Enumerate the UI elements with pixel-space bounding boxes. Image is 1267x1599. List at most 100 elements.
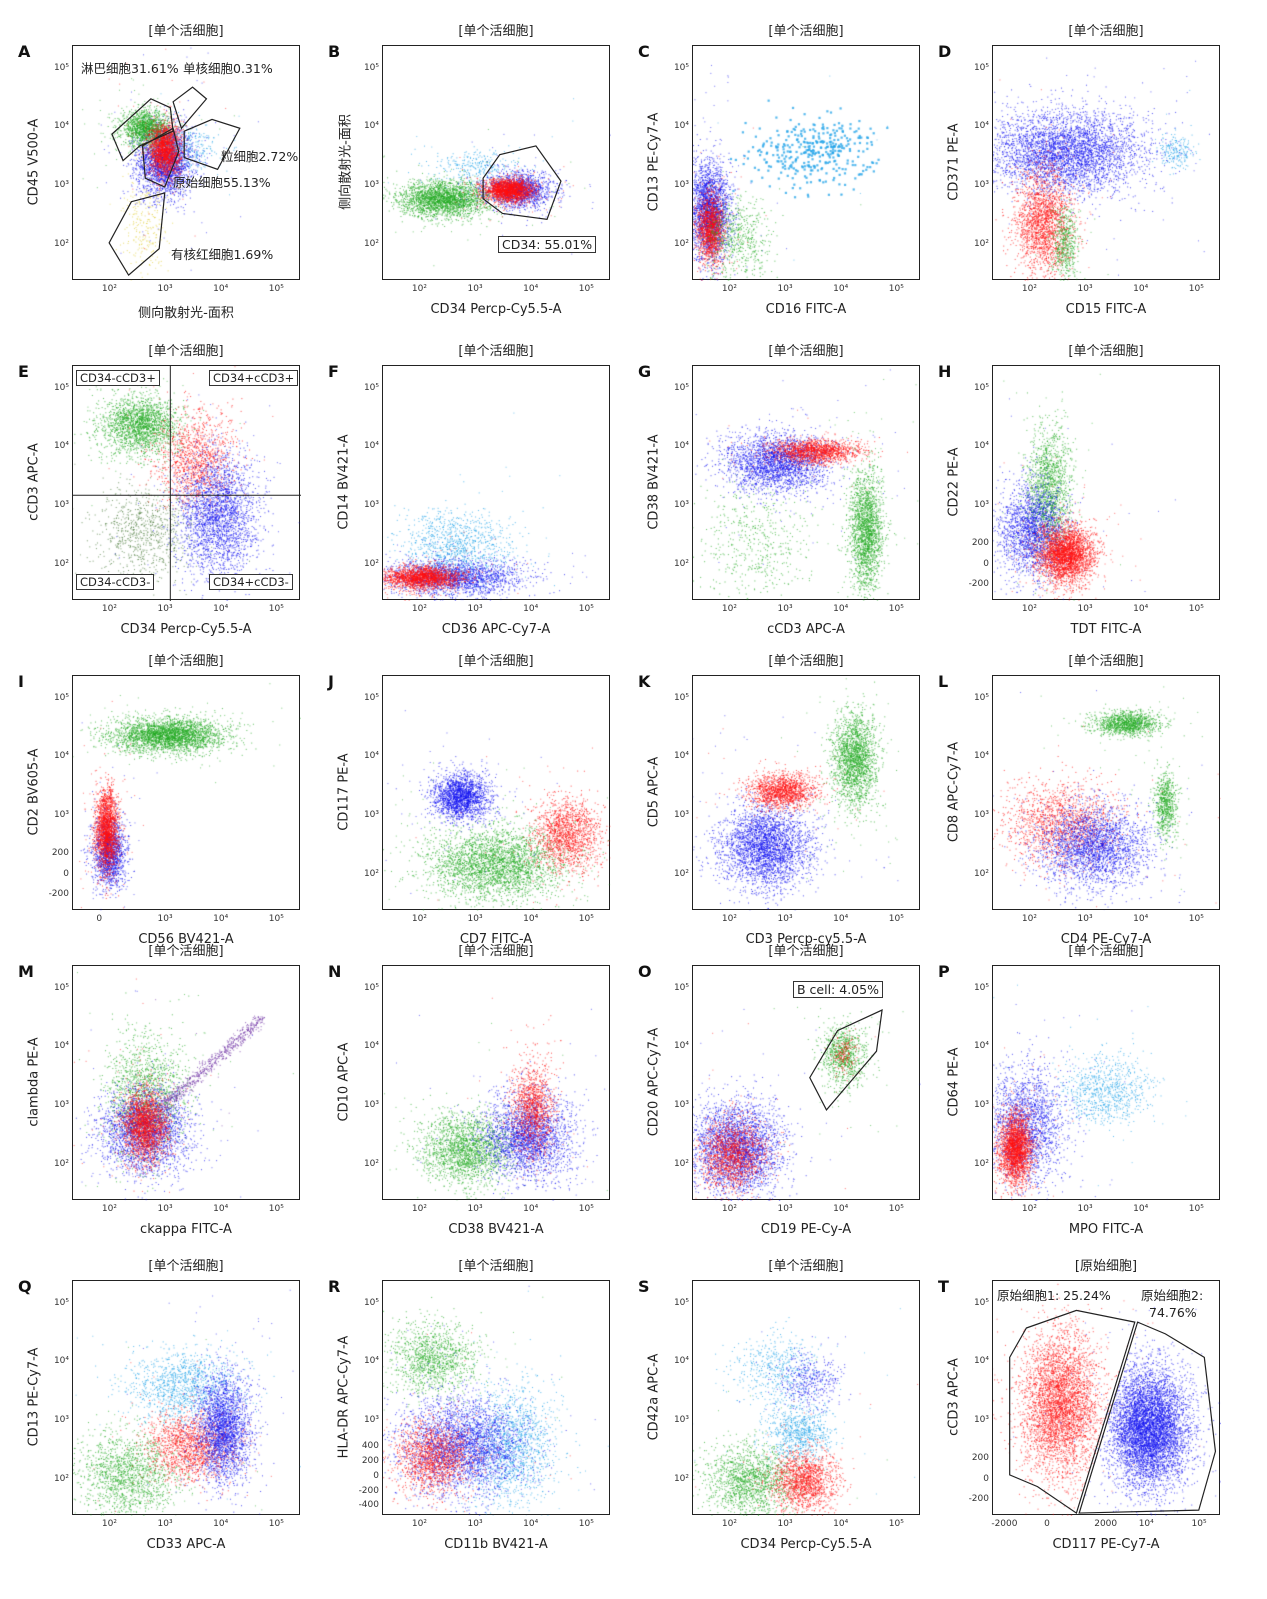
x-tick-label: 10⁵ [268, 914, 284, 924]
gate-label: 粒细胞2.72% [221, 149, 299, 164]
x-axis-label: ckappa FITC-A [140, 1222, 232, 1237]
x-tick-label: 10⁴ [213, 1519, 229, 1529]
x-tick-label: 10⁴ [213, 1204, 229, 1214]
x-axis-label: CD3 Percp-cy5.5-A [745, 932, 867, 947]
x-tick-label: 10² [411, 1519, 427, 1529]
y-tick-label: 10⁴ [973, 1356, 989, 1367]
gate-layer [693, 676, 921, 911]
x-tick-label: 10⁴ [523, 1204, 539, 1214]
scatter-points [693, 966, 921, 1201]
gate-layer [993, 966, 1221, 1201]
x-tick-label: 10⁴ [213, 284, 229, 294]
panel-H: [单个活细胞] H CD22 PE-A TDT FITC-A 10² 10³ 10⁴ 10⁵ 1… [920, 340, 1230, 652]
y-tick-label: 10⁵ [53, 692, 69, 703]
panel-title: [单个活细胞] [768, 944, 844, 959]
panel-title: [单个活细胞] [1068, 344, 1144, 359]
quadrant-label: CD34+cCD3+ [209, 370, 299, 386]
panel-letter: T [938, 1277, 949, 1296]
panel-I: [单个活细胞] I CD2 BV605-A CD56 BV421-A 0 10³ 10⁴ 10… [0, 650, 310, 962]
gate-polygon[interactable] [111, 98, 174, 162]
y-tick-label: 200 [361, 1456, 379, 1467]
x-tick-label: 10² [101, 1204, 117, 1214]
panel-title: [单个活细胞] [458, 944, 534, 959]
gate-polygon[interactable] [141, 127, 180, 188]
y-tick-label: 10⁴ [363, 1356, 379, 1367]
x-tick-label: 10² [101, 1519, 117, 1529]
gate-layer [993, 366, 1221, 601]
gate-polygon[interactable] [183, 118, 241, 171]
x-tick-label: 10⁴ [1133, 914, 1149, 924]
x-tick-label: 10⁵ [888, 1519, 904, 1529]
y-tick-label: 10² [973, 868, 989, 879]
y-tick-label: -200 [968, 1494, 989, 1505]
x-tick-label: 10⁴ [833, 604, 849, 614]
gate-polygon[interactable] [482, 145, 562, 220]
y-tick-label: 10⁵ [973, 62, 989, 73]
panel-R: [单个活细胞] R HLA-DR APC-Cy7-A CD11b BV421-A 10²… [310, 1255, 620, 1567]
gate-polygon[interactable] [1009, 1309, 1136, 1515]
y-tick-label: 200 [971, 1453, 989, 1464]
gate-polygon[interactable] [108, 192, 166, 277]
y-axis-label: cCD3 APC-A [26, 443, 42, 521]
scatter-points [993, 966, 1221, 1201]
x-tick-label: 10³ [467, 914, 483, 924]
y-axis-label: CD20 APC-Cy7-A [646, 1027, 662, 1137]
x-tick-label: 10² [721, 284, 737, 294]
panel-B: [单个活细胞] B 侧向散射光-面积 CD34 Percp-Cy5.5-A CD34: … [310, 20, 620, 332]
x-tick-label: 10⁵ [578, 1519, 594, 1529]
y-tick-label: 10³ [53, 1415, 69, 1425]
panel-title: [单个活细胞] [458, 24, 534, 39]
panel-F: [单个活细胞] F CD14 BV421-A CD36 APC-Cy7-A 10² 10³… [310, 340, 620, 652]
x-tick-label: 10² [101, 284, 117, 294]
y-tick-label: 10⁵ [973, 692, 989, 703]
y-tick-label: 10⁵ [53, 1297, 69, 1308]
panel-title: [单个活细胞] [458, 654, 534, 669]
y-tick-label: 10⁵ [53, 382, 69, 393]
y-axis-label: CD64 PE-A [946, 1047, 962, 1117]
panel-letter: I [18, 672, 24, 691]
panel-title: [单个活细胞] [148, 944, 224, 959]
y-tick-label: 10⁵ [973, 382, 989, 393]
plot-area: 淋巴细胞31.61% 单核细胞0.31% 粒细胞2.72% 原始细胞55.13% 有核红… [72, 45, 301, 281]
y-tick-label: 10⁵ [973, 1297, 989, 1308]
scatter-points [383, 676, 611, 911]
gate-label-percent: 74.76% [1149, 1305, 1197, 1320]
panel-title: [单个活细胞] [458, 1259, 534, 1274]
plot-area [382, 1280, 611, 1516]
y-tick-label: 10³ [673, 1415, 689, 1425]
x-axis-label: TDT FITC-A [1070, 622, 1142, 637]
y-axis-label: CD13 PE-Cy7-A [26, 1347, 42, 1447]
plot-area [382, 365, 611, 601]
panel-title: [单个活细胞] [768, 1259, 844, 1274]
x-tick-label: 10⁴ [833, 914, 849, 924]
x-tick-label: 10⁴ [213, 604, 229, 614]
panel-letter: S [638, 1277, 650, 1296]
y-tick-label: 10⁵ [363, 692, 379, 703]
plot-area [692, 1280, 921, 1516]
gate-layer [1009, 1309, 1217, 1515]
scatter-points [73, 676, 301, 911]
gate-polygon[interactable] [1078, 1321, 1217, 1514]
x-tick-label: 10⁵ [888, 1204, 904, 1214]
panel-Q: [单个活细胞] Q CD13 PE-Cy7-A CD33 APC-A 10² 10³ 10⁴… [0, 1255, 310, 1567]
panel-K: [单个活细胞] K CD5 APC-A CD3 Percp-cy5.5-A 10² 10³… [620, 650, 930, 962]
y-tick-label: 400 [361, 1441, 379, 1452]
x-tick-label: 10³ [467, 1204, 483, 1214]
scatter-points [383, 1281, 611, 1516]
y-tick-label: 10⁴ [363, 1041, 379, 1052]
gate-layer [383, 676, 611, 911]
gate-label: 单核细胞0.31% [183, 61, 273, 76]
gate-layer [482, 145, 562, 220]
x-tick-label: 10⁵ [888, 914, 904, 924]
gate-polygon[interactable] [172, 86, 208, 130]
gate-label: 原始细胞1: 25.24% [997, 1288, 1111, 1303]
gate-polygon[interactable] [809, 1009, 883, 1112]
gate-label: 原始细胞2: [1141, 1288, 1204, 1303]
x-tick-label: 10³ [777, 1204, 793, 1214]
y-tick-label: 10⁵ [973, 982, 989, 993]
plot-area [72, 675, 301, 911]
x-axis-label: CD34 Percp-Cy5.5-A [430, 302, 562, 317]
y-tick-label: 10⁵ [673, 982, 689, 993]
